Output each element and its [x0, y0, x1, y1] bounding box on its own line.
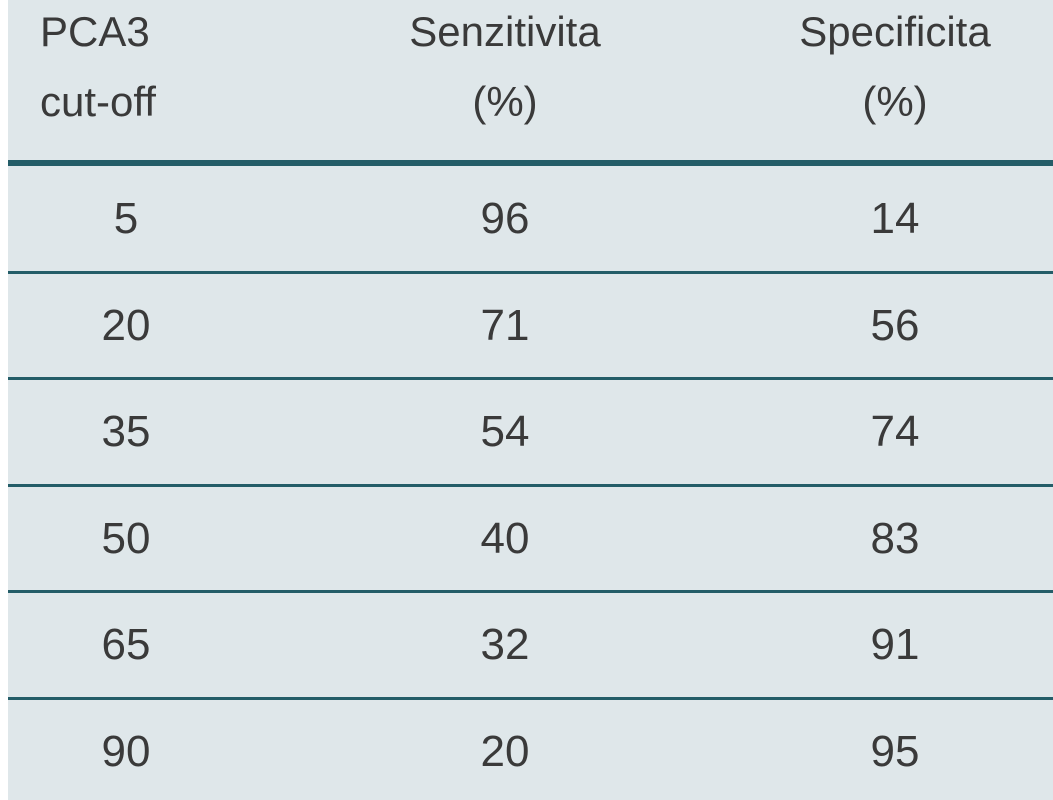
table-cell: 71	[480, 300, 530, 350]
row-rule	[8, 377, 1053, 380]
table-cell: 5	[113, 194, 139, 244]
table-cell: 50	[101, 513, 151, 563]
table-cell: 20	[101, 300, 151, 350]
header-cell: PCA3	[40, 8, 150, 55]
table-cell: 91	[870, 620, 920, 670]
header-cell: Specificita	[799, 8, 991, 55]
header-cell: (%)	[472, 78, 538, 125]
table-cell: 40	[480, 513, 530, 563]
row-rule	[8, 696, 1053, 700]
table-cell: 14	[870, 194, 920, 244]
table-cell: 65	[101, 620, 151, 670]
header-cell: Senzitivita	[409, 8, 601, 55]
table: PCA3 cut-off Senzitivita (%) Specificita (%) 5…	[8, 0, 1053, 800]
table-cell: 96	[480, 194, 530, 244]
table-cell: 54	[480, 407, 530, 457]
table-cell: 56	[870, 300, 920, 350]
header-cell: (%)	[862, 78, 928, 125]
table-cell: 95	[870, 726, 920, 776]
table-cell: 74	[870, 407, 920, 457]
header-cell: cut-off	[40, 78, 156, 125]
row-rule	[8, 590, 1053, 593]
row-rule	[8, 270, 1053, 274]
table-cell: 35	[101, 407, 151, 457]
table-cell: 32	[480, 620, 530, 670]
table-cell: 20	[480, 726, 530, 776]
table-cell: 90	[101, 726, 151, 776]
header-rule	[8, 160, 1053, 166]
table-cell: 83	[870, 513, 920, 563]
row-rule	[8, 483, 1053, 487]
